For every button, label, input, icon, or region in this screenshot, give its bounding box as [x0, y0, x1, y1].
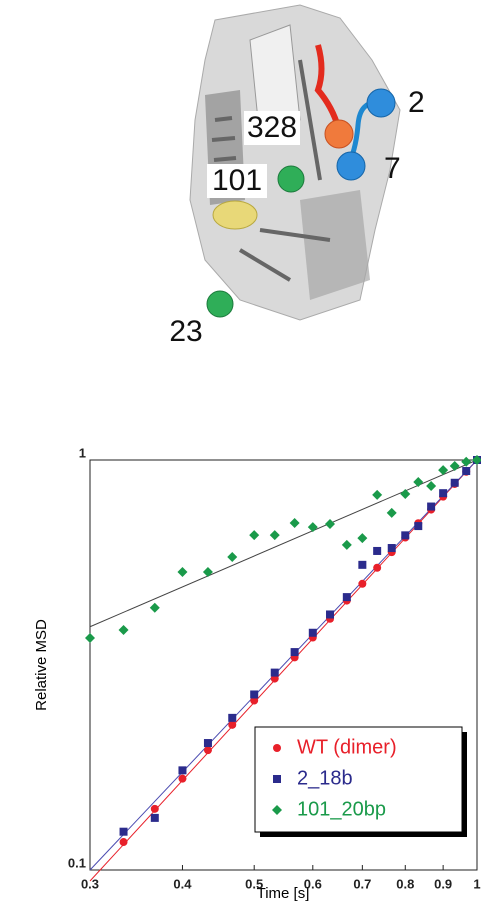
marker	[358, 579, 367, 588]
residue-label: 23	[169, 315, 202, 348]
marker	[227, 551, 238, 562]
marker	[341, 539, 352, 550]
marker	[177, 567, 188, 578]
marker	[272, 805, 282, 815]
x-tick-label: 0.4	[173, 876, 192, 891]
marker	[250, 696, 259, 705]
marker	[150, 804, 159, 813]
legend-label: WT (dimer)	[297, 736, 397, 758]
marker	[426, 481, 437, 492]
marker	[326, 610, 335, 619]
x-axis-label: Time [s]	[257, 885, 310, 902]
marker	[118, 624, 129, 635]
x-tick-label: 1	[473, 876, 480, 891]
marker	[290, 648, 299, 657]
protein-illustration: 2 328 7 101 23	[169, 4, 425, 348]
marker	[269, 530, 280, 541]
marker	[372, 489, 383, 500]
marker	[228, 720, 237, 729]
marker	[85, 633, 95, 644]
marker	[149, 602, 160, 613]
marker	[449, 460, 460, 471]
marker	[119, 827, 128, 836]
marker	[273, 744, 281, 752]
x-tick-label: 0.7	[353, 876, 371, 891]
marker	[270, 668, 279, 677]
marker	[178, 766, 187, 775]
marker	[202, 567, 213, 578]
marker	[427, 502, 436, 511]
residue-label: 7	[384, 152, 401, 185]
marker	[357, 533, 368, 544]
marker	[249, 530, 260, 541]
plot-frame	[89, 459, 478, 871]
marker	[387, 544, 396, 553]
marker	[325, 519, 336, 530]
y-axis-label: Relative MSD	[33, 619, 50, 711]
marker	[119, 838, 128, 847]
marker	[461, 456, 472, 467]
marker	[386, 507, 397, 518]
marker	[308, 628, 317, 637]
marker	[203, 739, 212, 748]
marker	[373, 563, 382, 572]
marker	[373, 546, 382, 555]
marker	[203, 746, 212, 755]
marker	[358, 560, 367, 569]
marker	[438, 465, 449, 476]
residue-label: 101	[212, 164, 262, 197]
marker	[150, 813, 159, 822]
marker	[472, 455, 481, 465]
marker	[400, 489, 411, 500]
x-tick-label: 0.8	[396, 876, 414, 891]
residue-label: 2	[408, 86, 425, 119]
x-tick-label: 0.5	[245, 876, 263, 891]
marker	[414, 522, 423, 531]
x-tick-label: 0.9	[434, 876, 452, 891]
marker	[178, 774, 187, 783]
marker	[250, 690, 259, 699]
marker	[450, 478, 459, 487]
legend-label: 101_20bp	[297, 798, 386, 820]
legend-label: 2_18b	[297, 767, 353, 789]
marker	[413, 476, 424, 487]
marker	[307, 522, 318, 533]
fit-line	[89, 459, 478, 628]
x-tick-label: 0.3	[81, 876, 99, 891]
marker	[439, 489, 448, 498]
y-tick-label: 1	[79, 445, 86, 460]
marker	[273, 775, 281, 783]
marker	[289, 518, 300, 529]
legend: WT (dimer) 2_18b 101_20bp	[254, 726, 467, 837]
x-tick-label: 0.6	[304, 876, 322, 891]
residue-label: 328	[247, 111, 297, 144]
fit-line	[89, 459, 478, 871]
legend-box	[254, 726, 463, 833]
marker	[342, 593, 351, 602]
marker	[401, 531, 410, 540]
marker	[228, 713, 237, 722]
marker	[462, 467, 471, 476]
y-tick-label: 0.1	[68, 855, 86, 870]
